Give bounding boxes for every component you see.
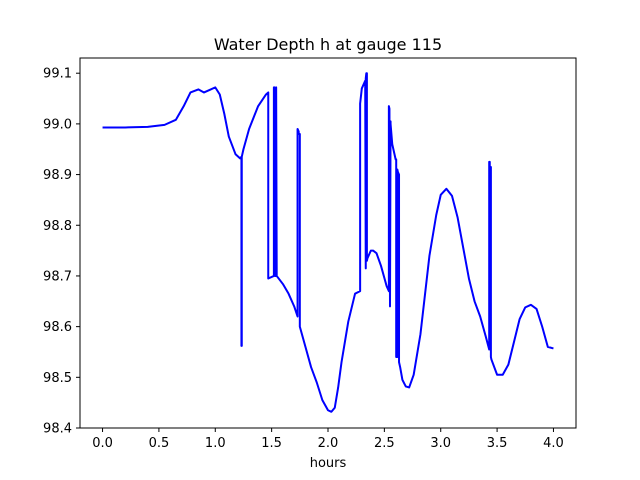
y-tick-label: 98.5 [43,371,72,386]
series-line [102,72,554,413]
x-tick-label: 0.5 [149,436,170,451]
x-tick-label: 1.0 [205,436,226,451]
chart-title: Water Depth h at gauge 115 [214,35,442,54]
y-tick-label: 98.8 [43,219,72,234]
y-tick-label: 98.6 [43,320,72,335]
x-tick-label: 3.5 [487,436,508,451]
x-tick-label: 0.0 [92,436,113,451]
x-tick-label: 1.5 [261,436,282,451]
y-tick-label: 98.7 [43,269,72,284]
y-tick-label: 99.0 [43,117,72,132]
x-tick-label: 3.0 [430,436,451,451]
x-tick-label: 2.5 [374,436,395,451]
x-axis-label: hours [310,456,347,471]
y-tick-label: 99.1 [43,67,72,82]
plot-frame [79,57,577,429]
tick-layer: 0.0 0.5 1.0 1.5 2.0 2.5 3.0 3.5 4.0 98.4 98.5 98.6 9… [43,67,564,451]
x-tick-label: 2.0 [318,436,339,451]
x-tick-label: 4.0 [543,436,564,451]
y-tick-label: 98.4 [43,422,72,437]
y-tick-label: 98.9 [43,168,72,183]
